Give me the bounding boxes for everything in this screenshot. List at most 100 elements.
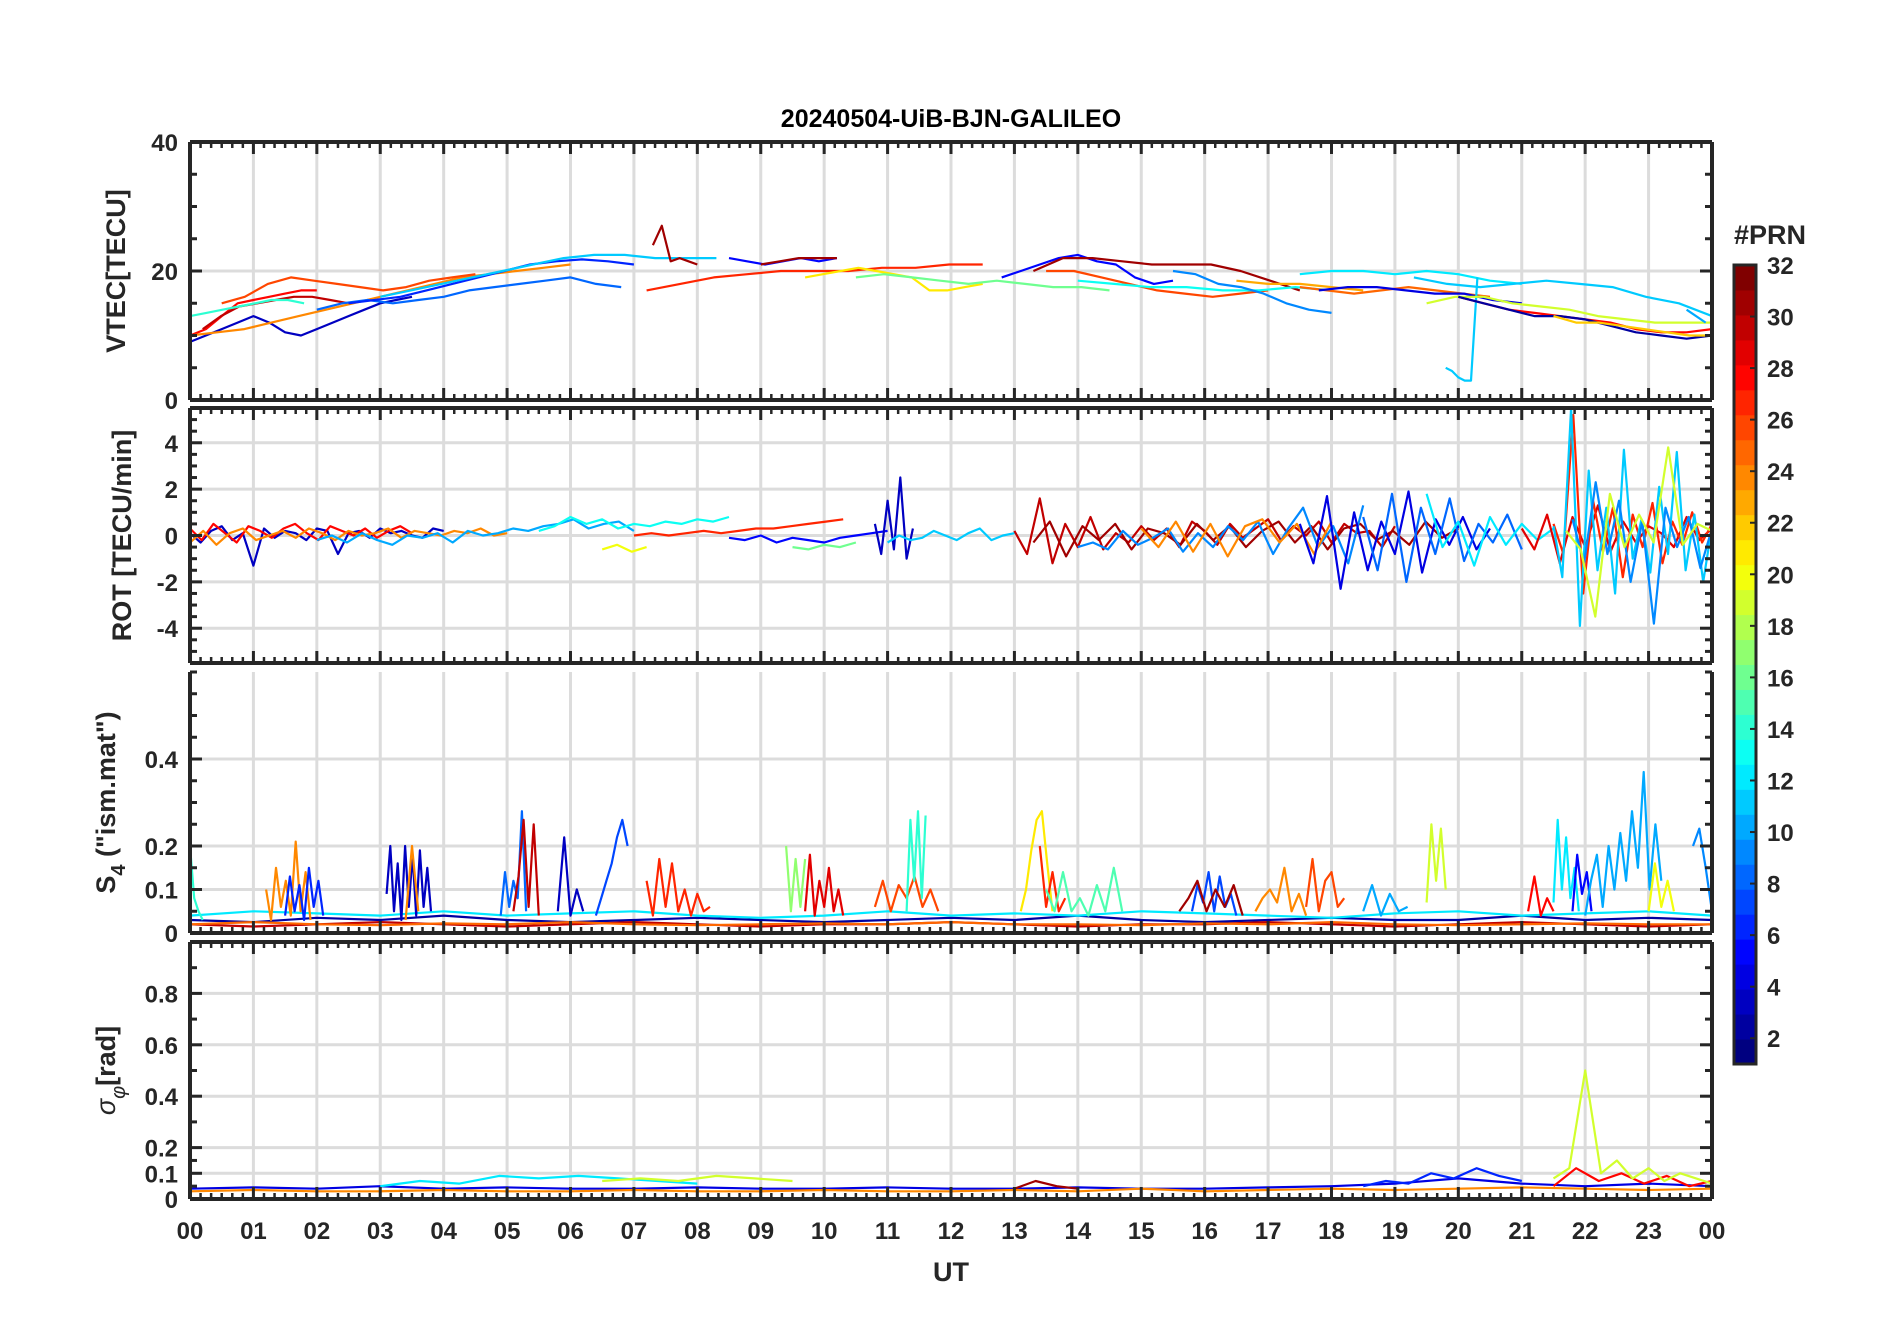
y-axis-label-s4: S4 ("ism.mat") — [91, 711, 130, 893]
colorbar-level-15 — [1734, 689, 1756, 715]
series-prn-21 — [1019, 810, 1054, 912]
x-tick-label: 08 — [684, 1218, 711, 1245]
series-prn-13 — [1077, 279, 1332, 292]
series-prn-3 — [556, 836, 585, 917]
series-prn-15 — [1045, 866, 1124, 917]
series-prn-19 — [1426, 295, 1712, 324]
series-prn-24 — [1140, 518, 1333, 558]
series-prn-11 — [1445, 277, 1479, 382]
series-prn-11 — [1413, 276, 1712, 318]
x-tick-label: 06 — [557, 1218, 584, 1245]
series-prn-10 — [1362, 883, 1409, 917]
x-tick-label: 03 — [367, 1218, 394, 1245]
series-prn-13 — [538, 515, 730, 532]
colorbar-tick-label: 8 — [1767, 872, 1780, 899]
series-prn-28 — [1527, 875, 1555, 917]
colorbar-tick-label: 32 — [1767, 253, 1794, 280]
colorbar-level-20 — [1734, 564, 1756, 591]
colorbar-level-22 — [1734, 514, 1756, 541]
colorbar-tick-label: 14 — [1767, 717, 1794, 744]
series-prn-31 — [1178, 879, 1244, 916]
y-tick-label: 2 — [165, 477, 178, 504]
series-prn-6 — [1362, 1167, 1523, 1188]
y-tick-label: 0 — [165, 921, 178, 948]
colorbar-tick-label: 10 — [1767, 820, 1794, 847]
y-axis-label-subscript: φ — [108, 1086, 130, 1099]
colorbar-level-14 — [1734, 714, 1756, 740]
series-prn-8 — [1362, 492, 1523, 584]
y-tick-label: 4 — [165, 431, 179, 458]
colorbar-level-28 — [1734, 364, 1756, 391]
y-tick-label: 20 — [151, 259, 178, 286]
colorbar-level-13 — [1734, 739, 1756, 765]
colorbar-level-7 — [1734, 889, 1756, 915]
series-prn-11 — [1552, 408, 1712, 628]
series-prn-11 — [887, 527, 1015, 544]
colorbar-tick-label: 6 — [1767, 923, 1780, 950]
series-prn-14 — [190, 298, 305, 318]
colorbar-tick-label: 18 — [1767, 614, 1794, 641]
series-prn-12 — [190, 910, 1712, 919]
x-tick-label: 22 — [1572, 1218, 1599, 1245]
y-axis-label-unit: ("ism.mat") — [91, 711, 121, 864]
colorbar-tick-label: 4 — [1767, 975, 1781, 1002]
y-tick-label: 0.8 — [145, 981, 178, 1008]
y-tick-label: 0 — [165, 524, 178, 551]
colorbar-level-29 — [1734, 339, 1756, 366]
series-prn-26 — [221, 273, 476, 305]
colorbar-level-4 — [1734, 964, 1756, 990]
colorbar-level-18 — [1734, 614, 1756, 641]
colorbar-level-3 — [1734, 989, 1756, 1015]
colorbar-tick-label: 28 — [1767, 356, 1794, 383]
series-prn-31 — [1032, 257, 1301, 292]
y-axis-label-rot: ROT [TECU/min] — [107, 430, 137, 641]
series-prn-8 — [499, 810, 528, 916]
y-axis-label-unit: [rad] — [91, 1026, 121, 1086]
colorbar-level-5 — [1734, 939, 1756, 965]
x-tick-label: 11 — [875, 1218, 900, 1245]
x-tick-label: 19 — [1382, 1218, 1409, 1245]
series-prn-4 — [1298, 490, 1491, 590]
colorbar-level-31 — [1734, 289, 1756, 316]
y-tick-label: -2 — [157, 570, 178, 597]
series-prn-20 — [1647, 862, 1675, 912]
series-prn-16 — [855, 273, 1110, 292]
series-prn-30 — [512, 818, 540, 916]
colorbar-level-2 — [1734, 1014, 1756, 1040]
series-prn-9 — [1077, 505, 1365, 565]
colorbar-level-17 — [1734, 639, 1756, 665]
x-tick-label: 09 — [747, 1218, 774, 1245]
series-prn-24 — [1254, 866, 1308, 916]
series-prn-4 — [1318, 286, 1522, 305]
series-prn-29 — [804, 853, 845, 917]
series-prn-10 — [316, 518, 635, 546]
series-prn-10 — [1685, 308, 1707, 324]
x-tick-label: 10 — [811, 1218, 838, 1245]
colorbar-level-26 — [1734, 414, 1756, 441]
series-prn-2 — [1458, 295, 1712, 340]
series-prn-12 — [1425, 493, 1555, 567]
colorbar-level-9 — [1734, 839, 1756, 865]
y-tick-label: 0.4 — [145, 1084, 179, 1111]
colorbar-level-12 — [1734, 764, 1756, 790]
colorbar-level-25 — [1734, 439, 1756, 466]
x-tick-label: 18 — [1318, 1218, 1345, 1245]
colorbar-level-10 — [1734, 814, 1756, 840]
series-prn-16 — [792, 541, 857, 551]
x-tick-label: 02 — [303, 1218, 330, 1245]
series-prn-5 — [728, 529, 888, 544]
series-prn-14 — [190, 845, 204, 921]
series-prn-24 — [190, 527, 508, 546]
series-prn-19 — [1552, 1069, 1712, 1185]
panel-sigma: 00.10.2 0.4 0.6 0.8 σφ[rad] — [91, 940, 1714, 1214]
series-prn-24 — [404, 844, 420, 921]
series-group — [190, 408, 1712, 628]
y-tick-label: 0.6 — [145, 1033, 178, 1060]
x-tick-label: 20 — [1445, 1218, 1472, 1245]
x-axis-label: UT — [933, 1257, 969, 1287]
x-tick-label: 07 — [621, 1218, 648, 1245]
series-prn-27 — [1552, 413, 1712, 595]
series-prn-27 — [646, 263, 983, 292]
